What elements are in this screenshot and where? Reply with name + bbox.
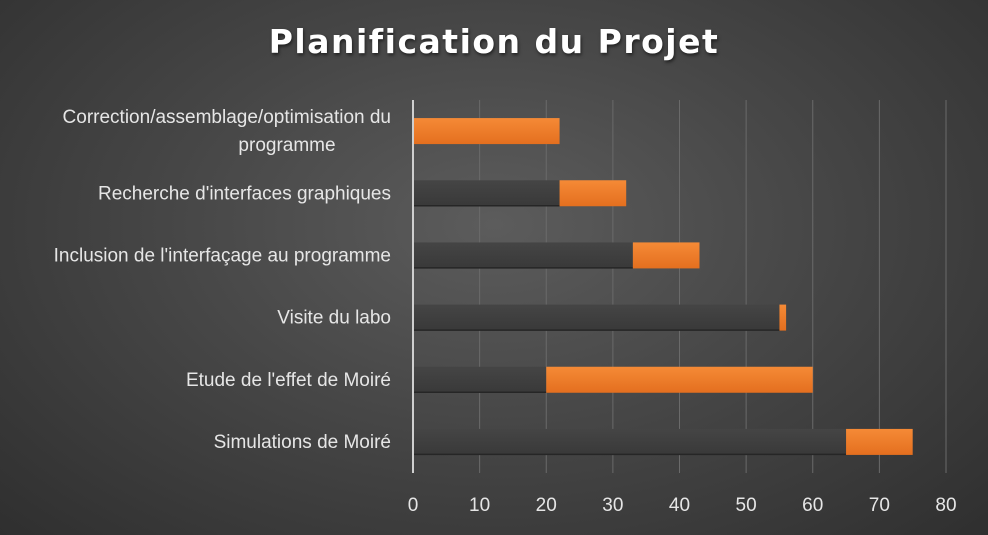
duration-bar-3: [779, 304, 787, 331]
x-tick-labels: 0 10 20 30 40 50 60 70 80: [408, 495, 957, 516]
x-tick-label-20: 20: [536, 495, 557, 516]
chart-title: Planification du Projet: [268, 22, 720, 61]
start-bar-1: [413, 180, 560, 207]
category-label-line: Simulations de Moiré: [214, 432, 391, 453]
start-bar-3: [413, 304, 780, 331]
category-label-1: Recherche d'interfaces graphiques: [98, 183, 391, 204]
category-label-line: Etude de l'effet de Moiré: [186, 370, 391, 391]
category-label-3: Visite du labo: [277, 308, 391, 329]
duration-bar-0: [413, 118, 560, 145]
category-label-2: Inclusion de l'interfaçage au programme: [54, 245, 391, 266]
duration-bar-2: [632, 242, 700, 269]
category-label-4: Etude de l'effet de Moiré: [186, 370, 391, 391]
duration-bar-1: [559, 180, 627, 207]
start-bar-5: [413, 428, 847, 455]
x-tick-label-10: 10: [469, 495, 490, 516]
duration-bar-5: [846, 428, 913, 455]
x-tick-label-30: 30: [602, 495, 623, 516]
duration-bar-4: [546, 366, 813, 393]
x-tick-label-0: 0: [408, 495, 419, 516]
category-label-line: Visite du labo: [277, 308, 391, 329]
start-bar-2: [413, 242, 633, 269]
gridlines: [479, 100, 947, 473]
x-tick-label-50: 50: [736, 495, 757, 516]
x-tick-label-40: 40: [669, 495, 690, 516]
x-tick-label-70: 70: [869, 495, 890, 516]
category-label-line: Correction/assemblage/optimisation du: [63, 107, 391, 128]
start-bar-4: [413, 366, 547, 393]
category-label-line: programme: [238, 135, 335, 156]
category-label-5: Simulations de Moiré: [214, 432, 391, 453]
x-tick-label-60: 60: [802, 495, 823, 516]
bars: [413, 118, 913, 456]
category-label-line: Inclusion de l'interfaçage au programme: [54, 245, 391, 266]
category-label-0: Correction/assemblage/optimisation du pro…: [63, 107, 391, 156]
x-tick-label-80: 80: [935, 495, 956, 516]
category-labels: Correction/assemblage/optimisation du pro…: [54, 107, 391, 453]
category-label-line: Recherche d'interfaces graphiques: [98, 183, 391, 204]
